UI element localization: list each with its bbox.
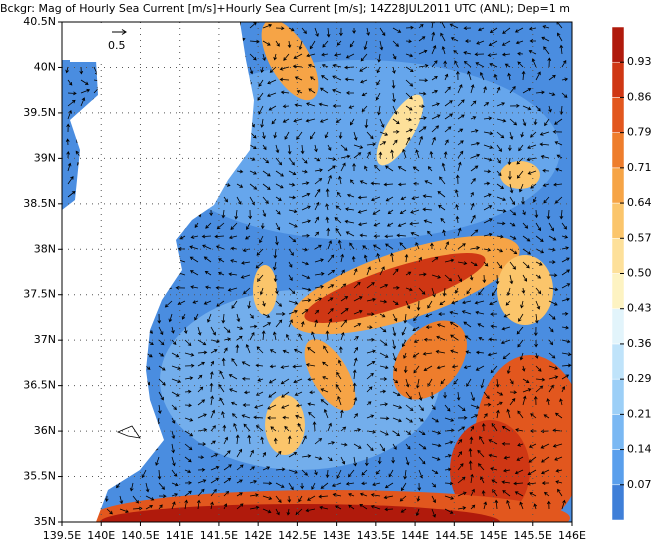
colorbar-box	[611, 449, 625, 486]
colorbar-label: 0.93	[627, 55, 651, 68]
y-tick-label: 39N	[34, 151, 56, 164]
colorbar-label: 0.57	[627, 231, 651, 244]
x-tick-label: 144E	[401, 529, 429, 542]
colorbar-box	[611, 484, 625, 521]
colorbar-label: 0.86	[627, 90, 651, 103]
y-tick-label: 38N	[34, 242, 56, 255]
y-tick-label: 37N	[34, 333, 56, 346]
x-tick-label: 142.5E	[278, 529, 316, 542]
x-tick-label: 143E	[323, 529, 351, 542]
reference-arrowhead	[121, 29, 127, 35]
colorbar-box	[611, 167, 625, 204]
map-area	[62, 22, 572, 522]
colorbar-label: 0.36	[627, 337, 651, 350]
y-tick-label: 35N	[34, 515, 56, 528]
x-tick-label: 140.5E	[121, 529, 159, 542]
reference-label: 0.5	[108, 39, 126, 52]
y-tick-label: 38.5N	[23, 197, 56, 210]
x-tick-label: 140E	[87, 529, 115, 542]
colorbar-label: 0.50	[627, 267, 651, 280]
colorbar-label: 0.71	[627, 161, 651, 174]
title: Bckgr: Mag of Hourly Sea Current [m/s]+H…	[0, 2, 570, 15]
colorbar-box	[611, 414, 625, 450]
y-tick-label: 37.5N	[23, 288, 56, 301]
y-tick-label: 39.5N	[23, 106, 56, 119]
y-tick-label: 40N	[34, 60, 56, 73]
colorbar-box	[611, 202, 625, 239]
x-tick-label: 142E	[244, 529, 272, 542]
x-tick-label: 145.5E	[514, 529, 552, 542]
colorbar-box	[611, 238, 625, 274]
colorbar-box	[611, 61, 625, 98]
colorbar-label: 0.43	[627, 302, 651, 315]
y-tick-label: 40.5N	[23, 15, 56, 28]
colorbar-box	[611, 378, 625, 415]
colorbar-box	[611, 308, 625, 345]
colorbar-box	[611, 343, 625, 380]
x-tick-label: 143.5E	[357, 529, 395, 542]
island	[116, 425, 141, 439]
x-tick-label: 144.5E	[435, 529, 473, 542]
x-tick-label: 141E	[166, 529, 194, 542]
colorbar-label: 0.21	[627, 407, 651, 420]
colorbar-box	[611, 273, 625, 309]
x-tick-label: 146E	[558, 529, 586, 542]
colorbar-label: 0.29	[627, 372, 651, 385]
y-tick-label: 36N	[34, 424, 56, 437]
colorbar-label: 0.79	[627, 126, 651, 139]
y-tick-label: 36.5N	[23, 379, 56, 392]
colorbar-box	[611, 26, 625, 63]
colorbar-label: 0.07	[627, 478, 651, 491]
x-tick-label: 139.5E	[43, 529, 81, 542]
colorbar: 0.07 0.14 0.21 0.29 0.36 0.43 0.50 0.57 0.64 0.71…	[611, 26, 651, 521]
x-tick-label: 145E	[480, 529, 508, 542]
reference-box	[70, 26, 140, 62]
land	[62, 22, 254, 522]
map-frame	[61, 21, 573, 523]
colorbar-label: 0.64	[627, 196, 651, 209]
y-tick-label: 35.5N	[23, 470, 56, 483]
x-tick-label: 141.5E	[200, 529, 238, 542]
colorbar-box	[611, 97, 625, 133]
current-field	[90, 22, 572, 522]
colorbar-box	[611, 132, 625, 169]
colorbar-label: 0.14	[627, 443, 651, 456]
